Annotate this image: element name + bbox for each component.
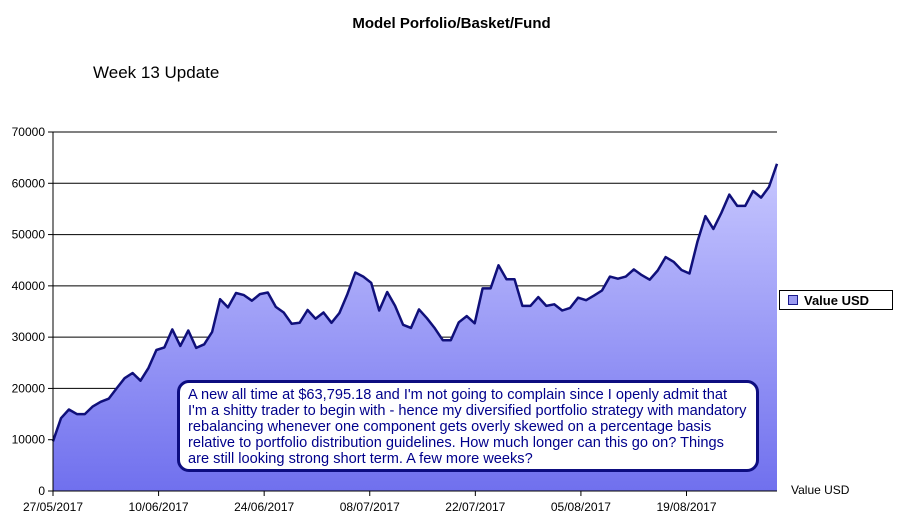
legend-swatch xyxy=(788,295,798,305)
y-tick-label: 10000 xyxy=(12,433,46,447)
x-tick-label: 24/06/2017 xyxy=(234,500,294,514)
series-line xyxy=(51,163,779,442)
legend-label: Value USD xyxy=(804,292,870,308)
x-tick-label: 19/08/2017 xyxy=(656,500,716,514)
y-tick-label: 50000 xyxy=(12,228,46,242)
x-tick-label: 27/05/2017 xyxy=(23,500,83,514)
chart-title: Model Porfolio/Basket/Fund xyxy=(352,15,551,32)
legend: Value USD xyxy=(779,290,893,310)
y-tick-label: 30000 xyxy=(12,330,46,344)
x-tick-label: 22/07/2017 xyxy=(445,500,505,514)
y-tick-label: 40000 xyxy=(12,279,46,293)
annotation-box: A new all time at $63,795.18 and I'm not… xyxy=(177,380,759,472)
y-tick-label: 60000 xyxy=(12,176,46,190)
y-tick-label: 0 xyxy=(38,484,45,498)
x-tick-labels: 27/05/2017 10/06/2017 24/06/2017 08/07/2017… xyxy=(23,491,717,514)
chart-subtitle: Week 13 Update xyxy=(93,63,220,82)
y-tick-labels: 0 10000 20000 30000 40000 50000 60000 70000 xyxy=(12,125,46,498)
x-tick-label: 08/07/2017 xyxy=(340,500,400,514)
x-tick-label: 10/06/2017 xyxy=(129,500,189,514)
axes xyxy=(52,132,777,492)
y-tick-label: 70000 xyxy=(12,125,46,139)
series-axis-label: Value USD xyxy=(791,483,850,497)
y-tick-label: 20000 xyxy=(12,381,46,395)
x-tick-label: 05/08/2017 xyxy=(551,500,611,514)
